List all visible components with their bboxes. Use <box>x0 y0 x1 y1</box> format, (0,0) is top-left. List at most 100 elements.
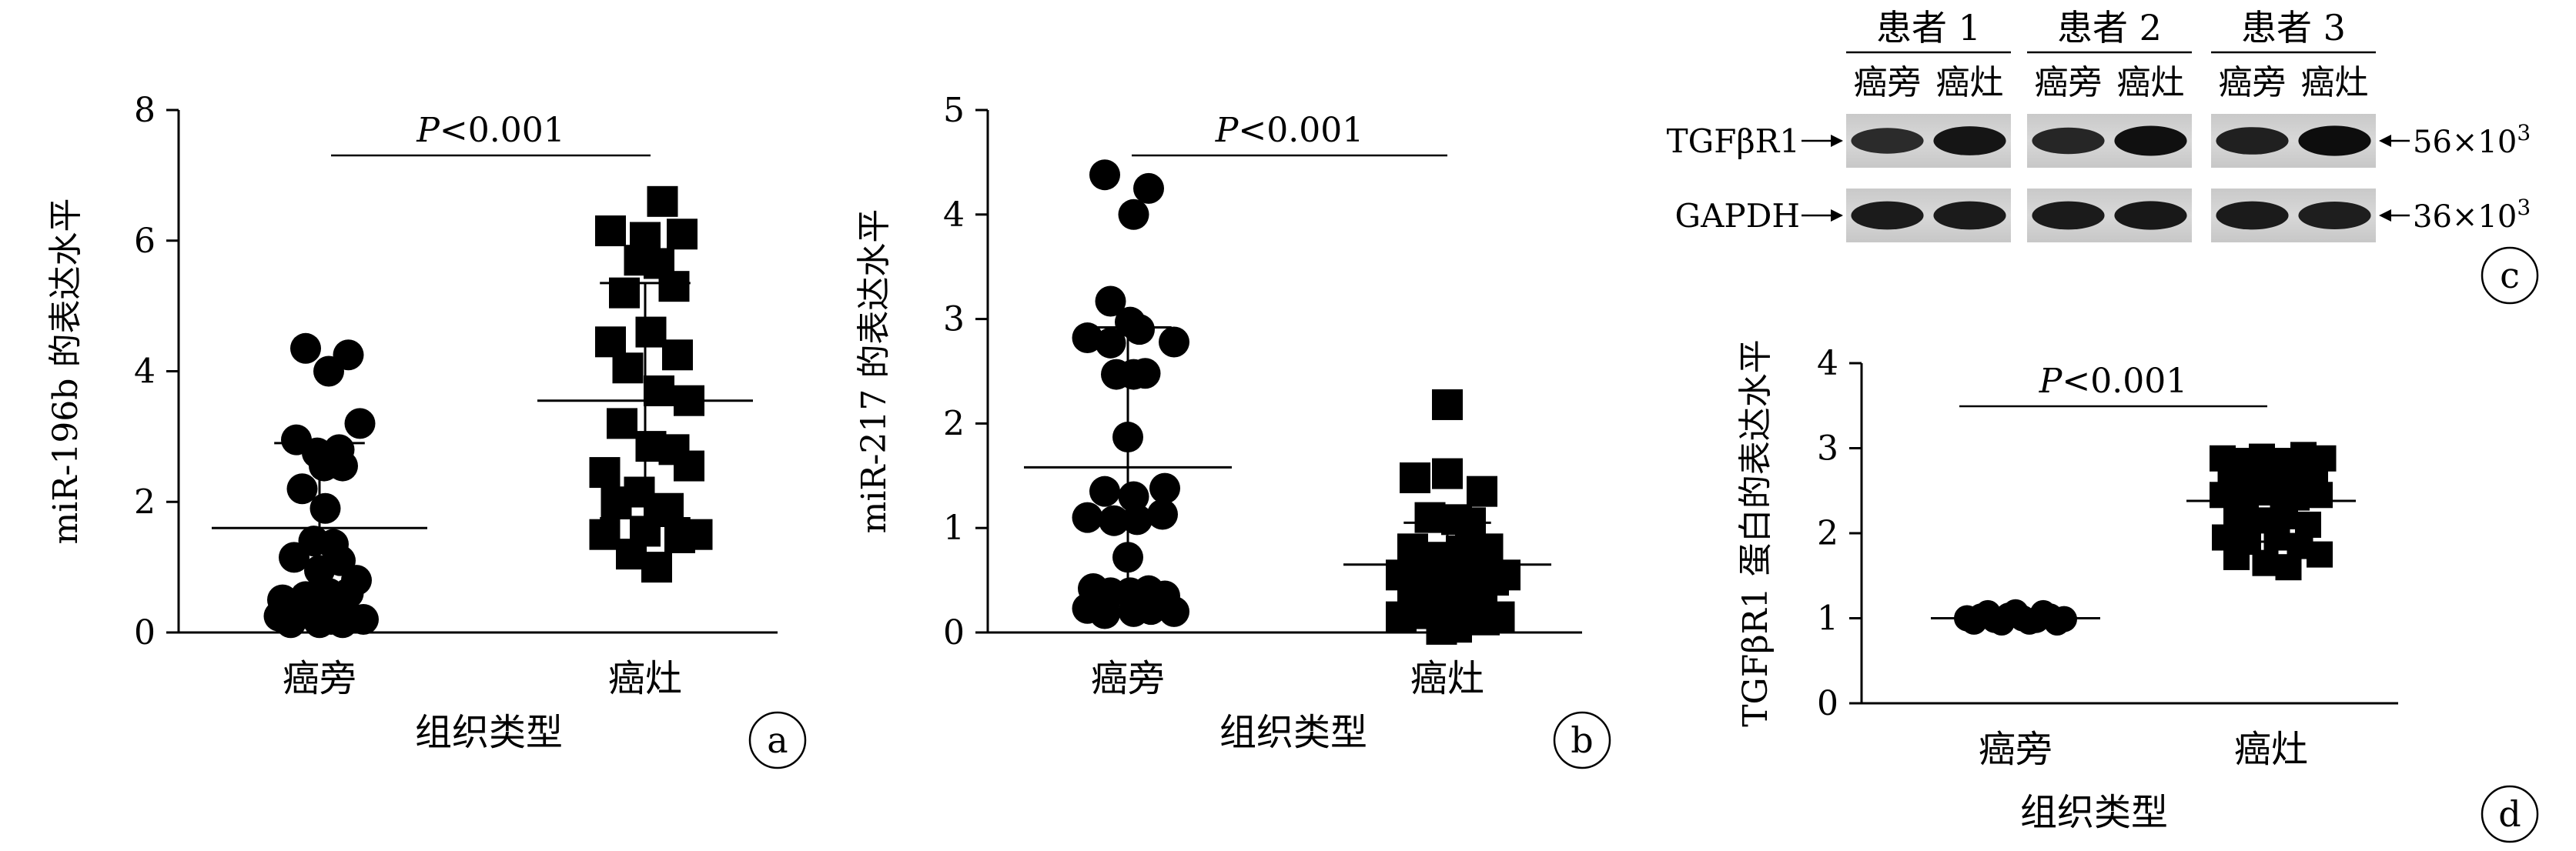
panel-letter-circle <box>2481 785 2539 843</box>
p-value-label: P<0.001 <box>2039 362 2187 401</box>
y-tick-label: 5 <box>943 91 965 130</box>
panel-letter: b <box>1571 719 1593 761</box>
data-point <box>1072 502 1103 533</box>
data-point <box>286 473 318 505</box>
data-point <box>1975 599 2001 626</box>
y-tick-label: 0 <box>943 613 965 652</box>
data-point <box>333 578 364 609</box>
data-point <box>309 492 341 524</box>
data-point <box>1441 612 1472 643</box>
y-tick-label: 8 <box>134 91 156 130</box>
data-point <box>1484 601 1515 632</box>
data-point <box>2263 524 2290 551</box>
category-label: 癌旁 <box>283 657 356 700</box>
lane-label: 癌灶 <box>2117 63 2185 102</box>
data-point <box>1095 327 1126 359</box>
p-value-text: <0.001 <box>440 111 565 150</box>
blot-band <box>2114 201 2187 230</box>
y-tick-label: 4 <box>943 195 965 235</box>
y-tick-label: 3 <box>943 300 965 339</box>
blot-row-label: GAPDH <box>1675 197 1800 235</box>
row-label-arrowhead <box>1831 135 1843 147</box>
data-point <box>275 607 306 639</box>
blot-band <box>2216 127 2289 155</box>
data-point <box>662 339 693 371</box>
data-point <box>1432 389 1463 420</box>
panel-letter: d <box>2498 793 2521 835</box>
size-marker-value: 56×10 <box>2413 125 2517 160</box>
p-value-symbol: P <box>1215 111 1239 150</box>
category-label: 癌灶 <box>608 657 682 700</box>
y-tick-label: 0 <box>134 613 156 652</box>
y-tick-label: 0 <box>1817 684 1838 723</box>
category-label: 癌灶 <box>2234 728 2308 771</box>
data-point <box>595 215 626 247</box>
p-value-label: P<0.001 <box>416 111 564 150</box>
p-value-symbol: P <box>2039 362 2063 401</box>
data-point <box>1089 159 1120 191</box>
y-axis-label: TGFβR1 蛋白的表达水平 <box>1736 339 1775 727</box>
blot-band <box>2114 125 2187 156</box>
data-point <box>1072 322 1103 354</box>
data-point <box>1089 598 1120 629</box>
data-point <box>2307 541 2333 568</box>
data-point <box>327 607 358 639</box>
blot-band <box>2216 201 2289 230</box>
y-axis-label: miR-217 的表达水平 <box>855 209 894 534</box>
data-point <box>1118 199 1149 230</box>
data-point <box>1124 314 1155 345</box>
y-tick-label: 4 <box>1817 344 1838 383</box>
data-point <box>2307 482 2333 509</box>
patient-label: 患者 2 <box>2057 7 2162 48</box>
data-point <box>1147 499 1178 530</box>
data-point <box>601 486 632 518</box>
data-point <box>612 352 644 384</box>
panel-letter: c <box>2500 255 2520 296</box>
y-tick-label: 1 <box>943 509 965 548</box>
data-point <box>2030 599 2056 626</box>
data-point <box>1118 481 1149 512</box>
x-axis-label: 组织类型 <box>1219 711 1367 754</box>
y-tick-label: 2 <box>1817 514 1838 553</box>
category-label: 癌旁 <box>1979 728 2052 771</box>
size-arrowhead <box>2379 135 2391 147</box>
data-point <box>681 519 713 550</box>
data-point <box>1089 476 1120 507</box>
data-point <box>1159 326 1189 358</box>
lane-label: 癌旁 <box>1854 63 1922 102</box>
panel-letter-circle <box>1553 711 1611 769</box>
data-point <box>674 450 704 482</box>
patient-label: 患者 3 <box>2241 7 2346 48</box>
y-tick-label: 4 <box>134 352 156 392</box>
patient-label: 患者 1 <box>1876 7 1981 48</box>
data-point <box>1432 458 1463 489</box>
size-marker-exponent: 3 <box>2517 195 2531 220</box>
data-point <box>595 326 626 358</box>
data-point <box>635 316 667 348</box>
data-point <box>2223 543 2250 570</box>
y-tick-label: 2 <box>943 404 965 443</box>
data-point <box>1467 476 1497 507</box>
y-tick-label: 6 <box>134 222 156 261</box>
size-marker-value: 36×10 <box>2413 199 2517 235</box>
data-point <box>607 408 637 439</box>
data-point <box>1414 502 1446 533</box>
data-point <box>279 542 309 573</box>
p-value-text: <0.001 <box>1238 111 1363 150</box>
data-point <box>1099 505 1129 536</box>
data-point <box>647 185 678 217</box>
data-point <box>1133 172 1164 204</box>
panel-letter-circle <box>748 711 807 769</box>
size-marker-label: 36×103 <box>2413 195 2531 235</box>
data-point <box>1136 594 1166 626</box>
y-tick-label: 2 <box>134 482 156 522</box>
lane-label: 癌灶 <box>2301 63 2369 102</box>
size-arrowhead <box>2379 209 2391 222</box>
blot-band <box>1933 201 2006 230</box>
p-value-label: P<0.001 <box>1215 111 1363 150</box>
data-point <box>304 607 335 639</box>
